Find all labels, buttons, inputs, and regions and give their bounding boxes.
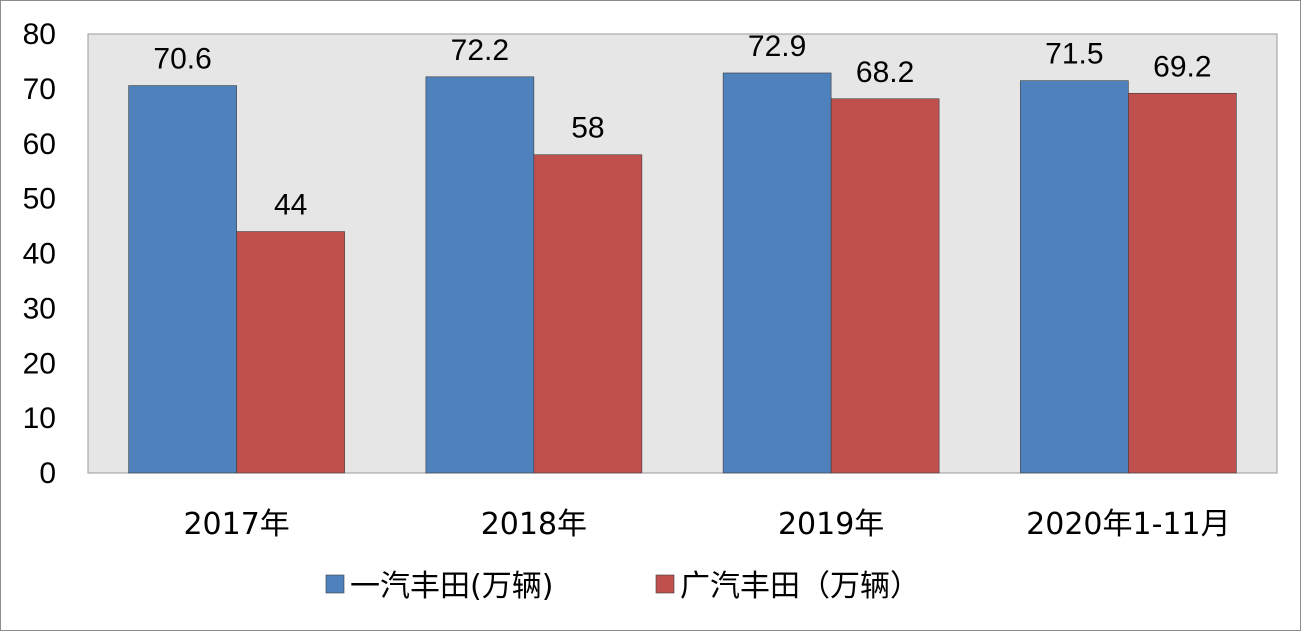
bar-1-1 (128, 85, 237, 474)
y-tick-label: 40 (23, 238, 56, 271)
bars (128, 72, 1237, 474)
data-label: 72.9 (748, 30, 806, 63)
y-tick-label: 80 (23, 18, 56, 51)
y-axis-ticks: 0 10 20 30 40 50 60 70 80 (23, 18, 56, 490)
x-axis-categories: 2017年 2018年 2019年 2020年1-11月 (183, 507, 1230, 542)
x-category-label: 2018年 (481, 507, 587, 542)
data-label: 68.2 (856, 56, 914, 89)
data-label: 70.6 (153, 43, 211, 76)
y-tick-label: 70 (23, 73, 56, 106)
data-label: 58 (571, 112, 604, 145)
y-tick-label: 0 (39, 457, 56, 490)
data-label: 71.5 (1045, 38, 1103, 71)
legend-swatch (325, 574, 345, 594)
bar-1-2 (425, 76, 535, 474)
y-tick-label: 20 (23, 347, 56, 380)
x-category-label: 2019年 (778, 507, 884, 542)
data-label: 44 (274, 189, 307, 222)
data-label: 69.2 (1153, 50, 1211, 83)
data-label: 72.2 (451, 34, 509, 67)
y-tick-label: 60 (23, 128, 56, 161)
x-category-label: 2020年1-11月 (1026, 507, 1230, 542)
data-labels: 70.6 44 72.2 58 72.9 68.2 71.5 69.2 (153, 30, 1211, 222)
bar-2-3 (830, 98, 940, 474)
legend-label: 一汽丰田(万辆) (350, 569, 553, 604)
legend-label: 广汽丰田（万辆） (680, 569, 920, 604)
bar-2-1 (236, 231, 345, 474)
bar-1-3 (722, 72, 832, 474)
bar-1-4 (1020, 80, 1129, 474)
legend: 一汽丰田(万辆) 广汽丰田（万辆） (325, 569, 920, 604)
y-tick-label: 50 (23, 183, 56, 216)
legend-swatch (655, 574, 675, 594)
bar-2-4 (1128, 92, 1237, 474)
y-tick-label: 30 (23, 292, 56, 325)
y-tick-label: 10 (23, 402, 56, 435)
bar-2-2 (533, 154, 643, 474)
x-category-label: 2017年 (183, 507, 289, 542)
